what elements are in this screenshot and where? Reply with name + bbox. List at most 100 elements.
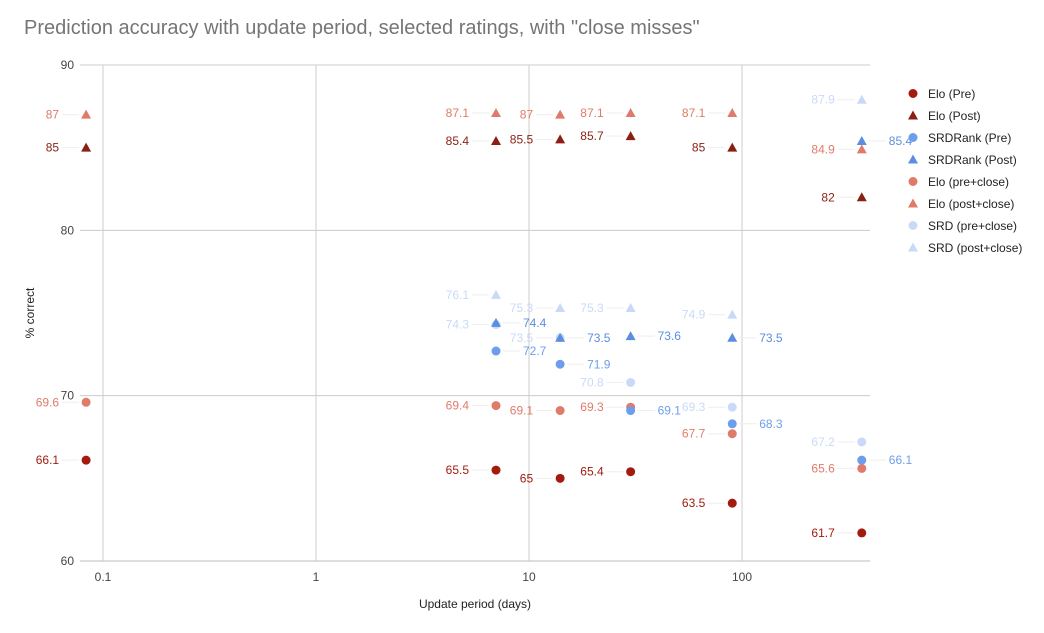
legend-label: SRDRank (Pre) — [928, 131, 1011, 145]
point-srd-post-close — [491, 289, 502, 299]
data-label: 87.9 — [811, 93, 835, 107]
point-srd-post-close — [625, 303, 636, 313]
data-label: 66.1 — [889, 453, 913, 467]
data-label: 74.9 — [682, 308, 706, 322]
data-label: 65 — [520, 471, 534, 485]
point-srdrank-pre — [626, 406, 636, 416]
data-label: 66.1 — [36, 453, 60, 467]
legend-item-elo-pre[interactable]: Elo (Pre) — [908, 87, 976, 101]
point-srdrank-post — [491, 317, 502, 327]
point-elo-pre — [857, 528, 867, 538]
data-label: 85 — [692, 141, 706, 155]
point-srdrank-pre — [727, 419, 737, 429]
point-elo-post-close — [81, 109, 92, 119]
data-label: 73.5 — [759, 331, 783, 345]
data-label: 85.7 — [580, 129, 604, 143]
x-tick-label: 100 — [732, 570, 752, 584]
data-label: 72.7 — [523, 344, 547, 358]
point-elo-pre-close — [727, 429, 737, 439]
point-elo-pre — [626, 467, 636, 477]
data-label: 87 — [520, 108, 534, 122]
point-srd-pre-close — [857, 437, 867, 447]
data-label: 75.3 — [510, 301, 534, 315]
point-srd-pre-close — [727, 402, 737, 412]
point-srdrank-post — [856, 136, 867, 146]
data-marks — [81, 94, 867, 538]
data-label: 61.7 — [811, 526, 835, 540]
x-tick-label: 1 — [313, 570, 320, 584]
data-label: 68.3 — [759, 417, 783, 431]
point-srdrank-post — [727, 332, 738, 342]
data-label: 82 — [821, 190, 835, 204]
data-label: 70.8 — [580, 375, 604, 389]
data-label: 75.3 — [580, 301, 604, 315]
point-elo-pre — [81, 455, 91, 465]
point-srdrank-pre — [555, 359, 565, 369]
legend-triangle-icon — [908, 110, 918, 120]
legend-circle-icon — [908, 133, 918, 142]
legend-item-srd-pre-close[interactable]: SRD (pre+close) — [908, 219, 1018, 233]
y-tick-label: 90 — [61, 58, 75, 72]
data-label: 69.4 — [446, 399, 470, 413]
point-elo-post — [625, 131, 636, 141]
data-label: 69.3 — [580, 400, 604, 414]
point-elo-post-close — [625, 107, 636, 117]
point-srdrank-pre — [857, 455, 867, 465]
data-label: 69.1 — [658, 404, 682, 418]
x-tick-label: 0.1 — [95, 570, 112, 584]
point-srdrank-post — [555, 332, 566, 342]
legend-triangle-icon — [908, 242, 918, 252]
point-elo-pre-close — [857, 463, 867, 473]
data-label: 69.3 — [682, 400, 706, 414]
point-elo-pre — [727, 498, 737, 508]
point-srdrank-pre — [491, 346, 501, 356]
grid — [80, 64, 870, 562]
point-elo-post-close — [491, 107, 502, 117]
point-elo-post-close — [555, 109, 566, 119]
data-label: 67.2 — [811, 435, 835, 449]
y-tick-label: 70 — [61, 389, 75, 403]
point-srd-post-close — [727, 309, 738, 319]
data-label: 69.6 — [36, 395, 60, 409]
legend-item-srd-post-close[interactable]: SRD (post+close) — [908, 241, 1022, 255]
data-label: 71.9 — [587, 357, 611, 371]
data-label: 65.4 — [580, 465, 604, 479]
legend-label: Elo (post+close) — [928, 197, 1014, 211]
legend-circle-icon — [908, 177, 918, 186]
data-labels: 66.1 65.5 65 65.4 63.5 61.7 85 85.4 85.5 85.7 85 82… — [36, 93, 913, 540]
point-elo-post — [491, 136, 502, 146]
point-elo-post-close — [856, 144, 867, 154]
point-elo-pre — [555, 473, 565, 483]
data-label: 87.1 — [682, 106, 706, 120]
data-label: 74.4 — [523, 316, 547, 330]
point-elo-post — [555, 134, 566, 144]
legend-item-srdrank-post[interactable]: SRDRank (Post) — [908, 153, 1017, 167]
legend-label: SRDRank (Post) — [928, 153, 1017, 167]
legend: Elo (Pre) Elo (Post) SRDRank (Pre) SRDRank … — [908, 87, 1022, 255]
point-elo-post — [81, 142, 92, 152]
legend-triangle-icon — [908, 198, 918, 208]
legend-item-elo-post-close[interactable]: Elo (post+close) — [908, 197, 1014, 211]
data-label: 85.4 — [889, 134, 913, 148]
point-elo-pre-close — [81, 397, 91, 407]
data-label: 87.1 — [446, 106, 470, 120]
point-elo-post-close — [727, 107, 738, 117]
legend-triangle-icon — [908, 154, 918, 164]
point-elo-pre-close — [555, 406, 565, 416]
point-srdrank-post — [625, 331, 636, 341]
legend-item-srdrank-pre[interactable]: SRDRank (Pre) — [908, 131, 1012, 145]
data-label: 87.1 — [580, 106, 604, 120]
data-label: 65.6 — [811, 461, 835, 475]
legend-item-elo-pre-close[interactable]: Elo (pre+close) — [908, 175, 1010, 189]
point-srd-pre-close — [626, 377, 636, 387]
point-srd-post-close — [555, 303, 566, 313]
legend-label: Elo (Post) — [928, 109, 981, 123]
data-label: 73.5 — [587, 331, 611, 345]
data-label: 84.9 — [811, 142, 835, 156]
data-label: 74.3 — [446, 318, 470, 332]
y-tick-label: 80 — [61, 223, 75, 237]
x-axis-title: Update period (days) — [419, 597, 531, 611]
data-label: 85.4 — [446, 134, 470, 148]
legend-item-elo-post[interactable]: Elo (Post) — [908, 109, 981, 123]
data-label: 67.7 — [682, 427, 706, 441]
